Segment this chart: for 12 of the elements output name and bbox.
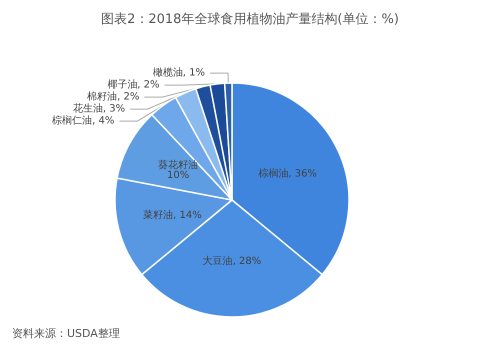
slice-label: 花生油, 3% bbox=[72, 102, 126, 115]
slice-label: 椰子油, 2% bbox=[107, 78, 160, 91]
slice-label: 橄榄油, 1% bbox=[152, 66, 206, 79]
slice-label: 棕榈仁油, 4% bbox=[52, 114, 114, 127]
slice-label: 大豆油, 28% bbox=[202, 255, 262, 267]
text: 资料来源：USDA整理 bbox=[12, 327, 120, 340]
slice-label: 菜籽油, 14% bbox=[143, 208, 202, 221]
chart-title: 图表2：2018年全球食用植物油产量结构(单位：%) bbox=[101, 12, 399, 27]
slice-label: 棉籽油, 2% bbox=[87, 90, 140, 103]
slice-label: 葵花籽油 bbox=[158, 158, 198, 171]
data-label: 10% bbox=[166, 170, 190, 181]
slice-label: 棕榈油, 36% bbox=[258, 167, 317, 180]
